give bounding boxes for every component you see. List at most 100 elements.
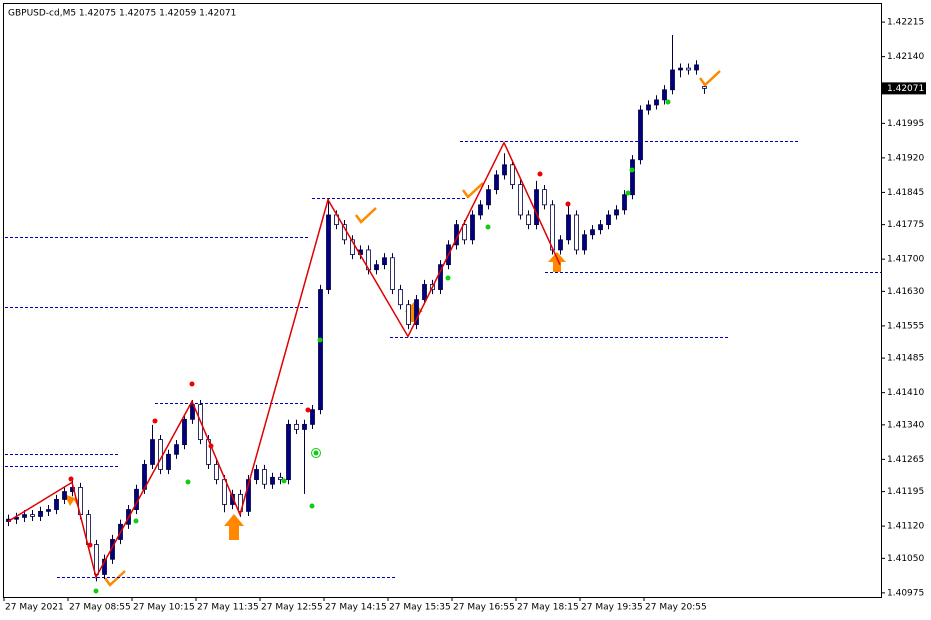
candle-body: [174, 444, 179, 455]
candle-body: [662, 89, 667, 101]
candle-body: [182, 418, 187, 446]
candle-body: [470, 214, 475, 241]
candle-body: [566, 214, 571, 241]
candle-body: [550, 204, 555, 251]
signal-dot: [537, 171, 543, 177]
y-tick-label: 1.41555: [887, 321, 924, 331]
candle-body: [598, 224, 603, 231]
y-tick-label: 1.42140: [887, 52, 924, 62]
candle-body: [438, 264, 443, 290]
plot-frame: [3, 3, 882, 598]
signal-dot: [133, 518, 139, 524]
zigzag-line: [7, 140, 561, 580]
candle-body: [534, 189, 539, 226]
x-tick-label: 27 May 16:55: [453, 603, 515, 613]
candle-body: [246, 479, 251, 512]
y-tick-label: 1.42215: [887, 18, 924, 28]
candle-body: [510, 164, 515, 185]
down-arrow: [64, 494, 82, 514]
candle-body: [478, 204, 483, 216]
candle-body: [622, 194, 627, 211]
signal-dot: [625, 190, 631, 196]
candle-body: [614, 209, 619, 216]
candle-body: [302, 423, 307, 430]
signal-dot: [68, 476, 74, 482]
candle-body: [582, 234, 587, 251]
x-tick-label: 27 May 20:55: [645, 603, 707, 613]
signal-dot: [152, 418, 158, 424]
candle-body: [262, 469, 267, 485]
candle-body: [158, 439, 163, 470]
signal-dot: [565, 201, 571, 207]
current-price-label: 1.42071: [887, 84, 924, 94]
candle-body: [350, 239, 355, 255]
candle-body: [166, 453, 171, 470]
signal-dot: [93, 588, 99, 594]
check: [461, 182, 484, 199]
check: [103, 570, 126, 587]
signal-ring: [311, 448, 321, 458]
candle-body: [526, 214, 531, 226]
candle-body: [654, 99, 659, 106]
candle-body: [150, 439, 155, 465]
y-tick-label: 1.41995: [887, 119, 924, 129]
candle-body: [422, 284, 427, 301]
candle-body: [462, 224, 467, 241]
candle-body: [54, 499, 59, 510]
candle-body: [270, 476, 275, 485]
y-tick-label: 1.41630: [887, 287, 924, 297]
candle-body: [686, 67, 691, 71]
signal-dot: [445, 275, 451, 281]
signal-dot: [629, 167, 635, 173]
x-tick-label: 27 May 2021: [5, 603, 64, 613]
candle-body: [414, 299, 419, 325]
up-arrow: [224, 514, 244, 540]
y-tick-label: 1.41700: [887, 255, 924, 265]
x-tick-label: 27 May 19:35: [581, 603, 643, 613]
candle-body: [254, 469, 259, 481]
candle-body: [542, 189, 547, 206]
y-tick-label: 1.41920: [887, 153, 924, 163]
signal-dot: [309, 503, 315, 509]
y-tick-label: 1.41410: [887, 388, 924, 398]
candle-body: [230, 493, 235, 505]
candle-body: [518, 184, 523, 216]
candle-body: [294, 423, 299, 430]
check-marks: [103, 70, 721, 587]
candle-body: [502, 164, 507, 176]
y-tick-label: 1.41265: [887, 455, 924, 465]
candle-body: [190, 404, 195, 420]
candle-body: [606, 214, 611, 226]
candle-body: [390, 257, 395, 290]
signal-dot: [313, 450, 319, 456]
candle-body: [382, 257, 387, 266]
y-tick-label: 1.41845: [887, 188, 924, 198]
signal-dot: [665, 99, 671, 105]
candle-body: [62, 491, 67, 500]
x-tick-label: 27 May 10:15: [133, 603, 195, 613]
candle-body: [278, 476, 283, 481]
y-tick-label: 1.41340: [887, 420, 924, 430]
signal-dot: [281, 478, 287, 484]
candle-body: [214, 464, 219, 481]
chart-title: GBPUSD-cd,M5 1.42075 1.42075 1.42059 1.4…: [8, 9, 236, 19]
candle-body: [670, 69, 675, 91]
current-price-box: [882, 82, 926, 95]
y-tick-label: 1.41485: [887, 354, 924, 364]
y-tick-label: 1.41195: [887, 487, 924, 497]
x-tick-label: 27 May 08:55: [69, 603, 131, 613]
x-tick-label: 27 May 15:35: [389, 603, 451, 613]
signal-dot: [208, 443, 214, 449]
candle-body: [694, 64, 699, 71]
x-tick-label: 27 May 11:35: [197, 603, 259, 613]
candle-body: [46, 509, 51, 512]
x-tick-label: 27 May 18:15: [517, 603, 579, 613]
candle-body: [374, 264, 379, 271]
candle-body: [286, 423, 291, 481]
candle-body: [638, 109, 643, 161]
signal-dot: [305, 407, 311, 413]
candle-body: [494, 174, 499, 191]
